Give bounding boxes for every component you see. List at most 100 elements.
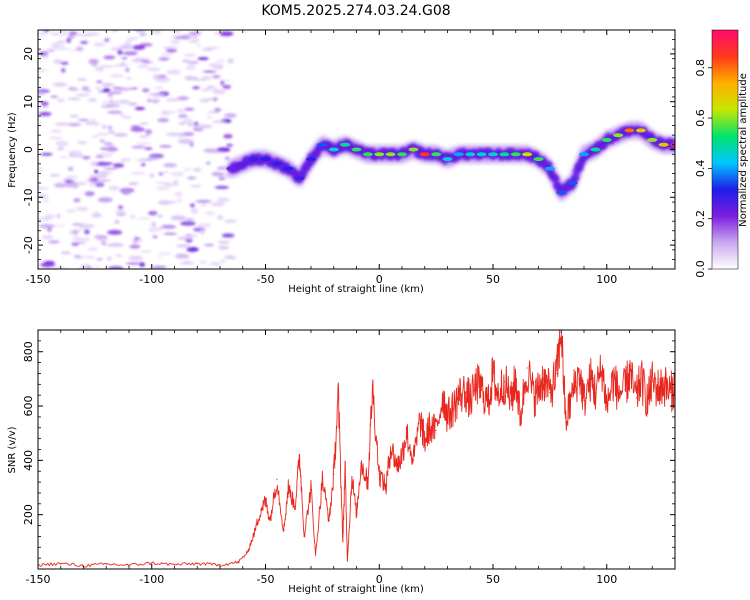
snr-point: [424, 440, 426, 442]
noise-speckle: [84, 256, 95, 259]
noise-speckle: [223, 79, 231, 82]
noise-speckle: [68, 181, 78, 185]
noise-speckle: [151, 221, 156, 227]
noise-speckle: [166, 69, 181, 75]
noise-speckle: [71, 87, 80, 92]
noise-speckle: [177, 96, 189, 101]
signal-peak: [237, 161, 248, 166]
noise-speckle: [188, 61, 194, 66]
noise-speckle: [170, 39, 181, 45]
noise-speckle: [224, 156, 230, 161]
noise-speckle: [130, 87, 139, 90]
snr-point: [351, 476, 353, 478]
noise-speckle: [75, 206, 89, 212]
snr-point: [371, 386, 373, 388]
noise-speckle: [182, 59, 190, 63]
noise-speckle: [93, 211, 100, 216]
noise-speckle: [200, 203, 207, 207]
signal-peak: [328, 147, 339, 152]
noise-speckle: [221, 233, 235, 238]
noise-speckle: [107, 229, 123, 235]
noise-speckle: [226, 143, 234, 147]
noise-speckle: [73, 198, 81, 203]
noise-speckle: [160, 224, 177, 229]
snr-x-tick-label: -50: [257, 573, 275, 586]
snr-point: [549, 391, 551, 394]
noise-speckle: [38, 187, 50, 190]
noise-speckle: [77, 119, 90, 122]
noise-speckle: [111, 30, 118, 33]
noise-speckle: [163, 46, 178, 50]
snr-line: [38, 330, 675, 568]
snr-frame: [37, 329, 676, 570]
noise-speckle: [212, 74, 221, 79]
noise-speckle: [87, 32, 101, 36]
noise-speckle: [120, 113, 125, 117]
noise-speckle: [135, 159, 141, 162]
noise-speckle: [153, 86, 165, 89]
noise-speckle: [113, 100, 130, 103]
snr-point: [583, 400, 585, 402]
noise-speckle: [141, 60, 151, 63]
noise-speckle: [54, 32, 69, 36]
snr-point: [378, 473, 380, 475]
noise-speckle: [87, 98, 98, 102]
noise-speckle: [207, 46, 220, 50]
noise-speckle: [205, 211, 215, 215]
signal-peak: [453, 152, 464, 157]
snr-point: [572, 391, 574, 394]
noise-speckle: [157, 58, 170, 61]
noise-speckle: [185, 233, 193, 237]
noise-speckle: [56, 40, 68, 43]
noise-speckle: [216, 147, 231, 153]
noise-speckle: [217, 197, 230, 203]
noise-speckle: [155, 77, 171, 83]
noise-speckle: [54, 182, 67, 188]
noise-speckle: [186, 218, 195, 221]
noise-speckle: [65, 209, 76, 213]
snr-point: [315, 554, 317, 557]
snr-point: [337, 394, 339, 396]
noise-speckle: [114, 133, 128, 137]
noise-speckle: [191, 34, 197, 38]
snr-ticks: -150 -100 -50 0 50 100 200 400 600 800: [22, 329, 676, 586]
noise-speckle: [38, 51, 49, 57]
noise-speckle: [84, 229, 90, 235]
signal-peak: [476, 152, 487, 157]
signal-peak: [431, 152, 442, 157]
noise-speckle: [173, 180, 179, 184]
noise-speckle: [140, 162, 146, 167]
noise-speckle: [97, 197, 113, 203]
signal-peak: [340, 142, 351, 147]
snr-point: [663, 383, 665, 385]
snr-point: [360, 462, 362, 464]
noise-speckle: [55, 140, 69, 147]
noise-speckle: [41, 235, 54, 240]
noise-speckle: [118, 205, 124, 210]
noise-speckle: [118, 44, 134, 50]
snr-point: [412, 459, 414, 461]
noise-speckle: [224, 254, 235, 259]
noise-speckle: [130, 125, 141, 128]
noise-speckle: [107, 110, 123, 114]
noise-speckle: [38, 217, 51, 222]
noise-speckle: [203, 243, 215, 247]
snr-point: [276, 478, 278, 480]
snr-point: [519, 416, 521, 418]
noise-speckle: [156, 186, 171, 191]
snr-point: [303, 535, 305, 538]
noise-speckle: [53, 46, 69, 51]
noise-speckle: [165, 98, 179, 102]
snr-point: [287, 486, 289, 489]
snr-point: [542, 378, 544, 380]
noise-speckle: [95, 258, 104, 261]
snr-point: [628, 372, 631, 375]
noise-speckle: [89, 174, 94, 178]
snr-point: [344, 465, 346, 467]
noise-speckle: [113, 64, 129, 67]
noise-speckle: [84, 191, 95, 197]
noise-speckle: [122, 116, 132, 119]
snr-point: [428, 427, 430, 429]
signal-peak: [271, 161, 282, 166]
noise-speckle: [89, 177, 99, 183]
